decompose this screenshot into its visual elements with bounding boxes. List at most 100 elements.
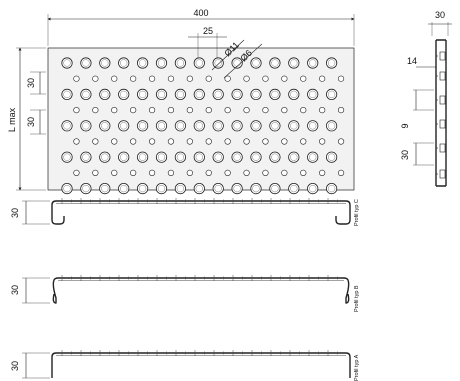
small-hole — [167, 138, 175, 145]
big-hole-rim — [252, 59, 260, 67]
profile-b-name: Profil typ B — [354, 285, 360, 312]
small-hole — [224, 169, 231, 176]
small-hole — [243, 169, 250, 176]
profile-b-ticks — [61, 275, 338, 281]
side-30-label: 30 — [400, 150, 410, 160]
profile-c-ticks — [61, 198, 338, 204]
big-hole — [80, 88, 92, 101]
big-hole-rim — [195, 59, 203, 67]
big-hole-rim — [328, 59, 336, 67]
small-hole — [167, 106, 175, 114]
hole-pattern — [61, 57, 345, 195]
big-hole — [99, 88, 111, 101]
big-hole — [288, 151, 300, 163]
dim-width-total-label: 400 — [193, 8, 208, 18]
big-hole-rim — [176, 90, 185, 99]
big-hole — [325, 151, 338, 163]
big-hole — [307, 151, 319, 163]
big-hole — [231, 183, 243, 195]
small-hole — [262, 75, 269, 82]
big-hole-rim — [101, 185, 109, 193]
dim-hole-pitch-label: 25 — [203, 26, 213, 36]
big-hole — [118, 57, 130, 69]
big-hole-rim — [63, 59, 71, 67]
small-hole — [281, 169, 288, 176]
big-hole-rim — [290, 122, 298, 130]
big-hole-rim — [233, 153, 241, 161]
big-hole-rim — [63, 90, 71, 99]
big-hole — [118, 120, 130, 132]
plate-outline — [47, 47, 355, 191]
big-hole-rim — [290, 59, 298, 67]
big-hole-rim — [309, 59, 317, 67]
small-hole — [186, 106, 193, 114]
small-hole — [319, 106, 326, 114]
big-hole — [193, 151, 205, 163]
big-hole — [212, 88, 224, 101]
small-hole — [186, 169, 193, 176]
small-hole — [92, 169, 99, 176]
big-hole — [307, 183, 319, 195]
big-hole — [61, 88, 73, 101]
big-hole-rim — [195, 185, 203, 193]
small-hole — [167, 169, 175, 176]
big-hole-rim — [271, 59, 279, 67]
big-hole-rim — [271, 90, 279, 99]
big-hole — [250, 151, 262, 163]
small-hole — [319, 138, 326, 145]
profile-c-name: Profil typ C — [354, 199, 360, 226]
side-slots — [436, 51, 446, 179]
big-hole-rim — [328, 90, 336, 99]
big-hole — [80, 151, 92, 163]
big-hole-rim — [139, 122, 147, 130]
big-hole — [118, 183, 130, 195]
big-hole — [212, 57, 224, 69]
big-hole — [99, 151, 111, 163]
big-hole — [193, 57, 205, 69]
big-hole — [193, 120, 205, 132]
big-hole — [269, 183, 281, 195]
big-hole-rim — [271, 122, 279, 130]
big-hole-rim — [120, 122, 128, 130]
profile-c: 30 Profil typ C — [10, 198, 360, 226]
big-hole-rim — [82, 153, 90, 161]
profile-c-height: 30 — [10, 208, 20, 218]
small-hole — [300, 169, 307, 176]
big-hole-rim — [214, 185, 222, 193]
small-hole — [224, 138, 231, 145]
side-slot — [439, 119, 446, 129]
big-hole-rim — [157, 59, 166, 67]
big-hole — [269, 88, 281, 101]
big-hole — [137, 120, 149, 132]
big-hole — [174, 120, 186, 132]
big-hole — [99, 120, 111, 132]
profile-b-height: 30 — [10, 285, 20, 295]
big-hole — [212, 151, 224, 163]
big-hole — [269, 151, 281, 163]
small-hole — [262, 106, 269, 114]
big-hole — [288, 120, 300, 132]
side-9-label: 9 — [400, 123, 410, 128]
small-hole — [319, 169, 326, 176]
small-hole — [224, 106, 231, 114]
big-hole-rim — [63, 153, 71, 161]
small-hole — [111, 75, 118, 82]
small-hole — [205, 75, 212, 82]
side-slot — [439, 95, 446, 105]
big-hole-rim — [309, 153, 317, 161]
big-hole — [288, 57, 300, 69]
small-hole — [205, 138, 212, 145]
big-hole — [269, 57, 281, 69]
big-hole-rim — [157, 90, 166, 99]
dim-length-label: L max — [7, 107, 17, 132]
big-hole — [231, 151, 243, 163]
big-hole-rim — [214, 90, 222, 99]
big-hole-rim — [195, 90, 203, 99]
big-hole — [61, 120, 73, 132]
big-hole-rim — [309, 90, 317, 99]
big-hole-rim — [271, 153, 279, 161]
big-hole-rim — [309, 185, 317, 193]
big-hole — [118, 151, 130, 163]
big-hole-rim — [63, 185, 71, 193]
big-hole — [231, 120, 243, 132]
